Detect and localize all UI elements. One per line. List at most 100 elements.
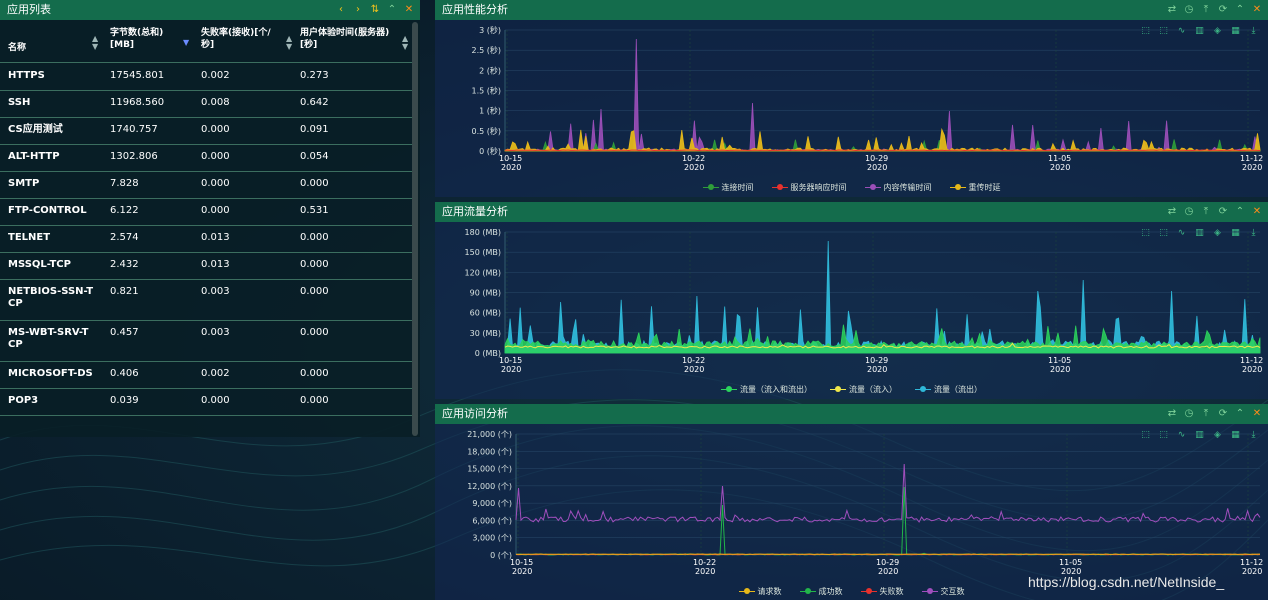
legend-item[interactable]: 失败数 — [860, 584, 904, 598]
stack-icon[interactable]: ◈ — [1214, 228, 1221, 238]
visit-chart-title: 应用访问分析 — [442, 407, 508, 420]
line-icon[interactable]: ∿ — [1177, 26, 1186, 36]
close-icon[interactable]: ✕ — [404, 4, 414, 15]
legend-item[interactable]: 成功数 — [799, 584, 843, 598]
table-row[interactable]: SSH 11968.560 0.008 0.642 — [0, 90, 412, 118]
y-tick-label: 2 (秒) — [479, 65, 501, 75]
stack-icon[interactable]: ◈ — [1214, 430, 1221, 440]
close-icon[interactable]: ✕ — [1252, 4, 1262, 15]
legend-item[interactable]: 服务器响应时间 — [771, 180, 847, 194]
table-row[interactable]: FTP-CONTROL 6.122 0.000 0.531 — [0, 198, 412, 226]
app-list-title: 应用列表 — [7, 3, 51, 16]
cell-fail-rate: 0.003 — [201, 327, 230, 338]
table-row[interactable]: SMTP 7.828 0.000 0.000 — [0, 171, 412, 199]
bar-icon[interactable]: ▥ — [1195, 26, 1204, 36]
table-row[interactable]: POP3 0.039 0.000 0.000 — [0, 388, 412, 416]
legend-item[interactable]: 内容传输时间 — [864, 180, 932, 194]
sort-icon[interactable]: ⇅ — [370, 4, 380, 15]
cell-ux-time: 0.000 — [300, 286, 329, 297]
table-row[interactable]: TELNET 2.574 0.013 0.000 — [0, 225, 412, 253]
tile-icon[interactable]: ▦ — [1231, 228, 1240, 238]
line-icon[interactable]: ∿ — [1177, 430, 1186, 440]
y-tick-label: 9,000 (个) — [472, 499, 512, 508]
cell-ux-time: 0.000 — [300, 368, 329, 379]
perf-header-tools: ⇄ ◷ ⤒ ⟳ ⌃ ✕ — [1165, 0, 1264, 20]
zoom-icon[interactable]: ⬚ — [1141, 228, 1150, 238]
collapse-icon[interactable]: ⌃ — [387, 4, 397, 15]
table-row[interactable]: HTTPS 17545.801 0.002 0.273 — [0, 63, 412, 91]
line-icon[interactable]: ∿ — [1177, 228, 1186, 238]
table-row[interactable]: MSSQL-TCP 2.432 0.013 0.000 — [0, 252, 412, 280]
swap-icon[interactable]: ⇄ — [1167, 206, 1177, 217]
legend-item[interactable]: 连接时间 — [702, 180, 754, 194]
legend-item[interactable]: 请求数 — [738, 584, 782, 598]
legend-item[interactable]: 流量（流出） — [915, 382, 982, 396]
stack-icon[interactable]: ◈ — [1214, 26, 1221, 36]
bar-icon[interactable]: ▥ — [1195, 228, 1204, 238]
column-header-name[interactable]: 名称 — [8, 43, 27, 53]
cell-ux-time: 0.054 — [300, 151, 329, 162]
zoom-reset-icon[interactable]: ⬚ — [1159, 430, 1168, 440]
y-tick-label: 3 (秒) — [479, 25, 501, 35]
cell-app-name: SMTP — [8, 178, 40, 189]
sort-icon[interactable]: ▲ ▼ — [402, 34, 409, 51]
legend-item[interactable]: 重传时延 — [949, 180, 1001, 194]
swap-icon[interactable]: ⇄ — [1167, 408, 1177, 419]
download-icon[interactable]: ⤓ — [1251, 26, 1256, 36]
pin-icon[interactable]: ⤒ — [1203, 206, 1209, 217]
zoom-icon[interactable]: ⬚ — [1141, 26, 1150, 36]
clock-icon[interactable]: ◷ — [1184, 4, 1194, 15]
legend-label: 交互数 — [940, 586, 965, 596]
table-row[interactable]: CS应用测试 1740.757 0.000 0.091 — [0, 117, 412, 145]
download-icon[interactable]: ⤓ — [1251, 228, 1256, 238]
cell-bytes: 6.122 — [110, 205, 139, 216]
sort-icon[interactable]: ▲ ▼ — [92, 34, 99, 51]
tile-icon[interactable]: ▦ — [1231, 430, 1240, 440]
sort-desc-icon[interactable]: ▼ — [183, 38, 190, 47]
perf-chart-tools: ⬚ ⬚ ∿ ▥ ◈ ▦ ⤓ — [1139, 26, 1260, 36]
visit-legend: 请求数 成功数 失败数 交互数 — [435, 584, 1268, 598]
table-row[interactable]: ALT-HTTP 1302.806 0.000 0.054 — [0, 144, 412, 172]
table-row[interactable]: MS-WBT-SRV-T CP 0.457 0.003 0.000 — [0, 320, 412, 362]
chevron-left-icon[interactable]: ‹ — [339, 4, 343, 15]
zoom-reset-icon[interactable]: ⬚ — [1159, 26, 1168, 36]
y-tick-label: 12,000 (个) — [467, 482, 512, 491]
tile-icon[interactable]: ▦ — [1231, 26, 1240, 36]
table-row[interactable]: NETBIOS-SSN-T CP 0.821 0.003 0.000 — [0, 279, 412, 321]
column-header-ux-time[interactable]: 用户体验时间(服务器) [秒] — [300, 28, 390, 50]
flow-chart-header: 应用流量分析 ⇄ ◷ ⤒ ⟳ ⌃ ✕ — [435, 202, 1268, 222]
close-icon[interactable]: ✕ — [1252, 206, 1262, 217]
chevron-right-icon[interactable]: › — [356, 4, 360, 15]
refresh-icon[interactable]: ⟳ — [1218, 206, 1228, 217]
cell-bytes: 0.039 — [110, 395, 139, 406]
collapse-icon[interactable]: ⌃ — [1235, 4, 1245, 15]
clock-icon[interactable]: ◷ — [1184, 408, 1194, 419]
legend-item[interactable]: 交互数 — [921, 584, 965, 598]
collapse-icon[interactable]: ⌃ — [1235, 408, 1245, 419]
cell-ux-time: 0.091 — [300, 124, 329, 135]
pin-icon[interactable]: ⤒ — [1203, 408, 1209, 419]
close-icon[interactable]: ✕ — [1252, 408, 1262, 419]
refresh-icon[interactable]: ⟳ — [1218, 4, 1228, 15]
legend-item[interactable]: 流量（流入） — [830, 382, 897, 396]
download-icon[interactable]: ⤓ — [1251, 430, 1256, 440]
app-list-header-tools: ‹ › ⇅ ⌃ ✕ — [334, 0, 416, 20]
column-header-bytes[interactable]: 字节数(总和) [MB] — [110, 28, 164, 50]
table-header: 名称 ▲ ▼ 字节数(总和) [MB] ▼ 失败率(接收)[个/ 秒] ▲ ▼ 用户… — [0, 20, 412, 63]
refresh-icon[interactable]: ⟳ — [1218, 408, 1228, 419]
collapse-icon[interactable]: ⌃ — [1235, 206, 1245, 217]
legend-item[interactable]: 流量（流入和流出） — [721, 382, 812, 396]
column-header-fail-rate[interactable]: 失败率(接收)[个/ 秒] — [201, 28, 271, 50]
table-row[interactable]: MICROSOFT-DS 0.406 0.002 0.000 — [0, 361, 412, 389]
sort-icon[interactable]: ▲ ▼ — [286, 34, 293, 51]
pin-icon[interactable]: ⤒ — [1203, 4, 1209, 15]
swap-icon[interactable]: ⇄ — [1167, 4, 1177, 15]
y-tick-label: 0 (MB) — [475, 349, 501, 358]
clock-icon[interactable]: ◷ — [1184, 206, 1194, 217]
zoom-reset-icon[interactable]: ⬚ — [1159, 228, 1168, 238]
bar-icon[interactable]: ▥ — [1195, 430, 1204, 440]
zoom-icon[interactable]: ⬚ — [1141, 430, 1150, 440]
x-tick-year: 2020 — [501, 365, 521, 374]
vertical-scrollbar[interactable] — [412, 22, 418, 436]
x-tick-label: 11-12 — [1240, 558, 1263, 567]
